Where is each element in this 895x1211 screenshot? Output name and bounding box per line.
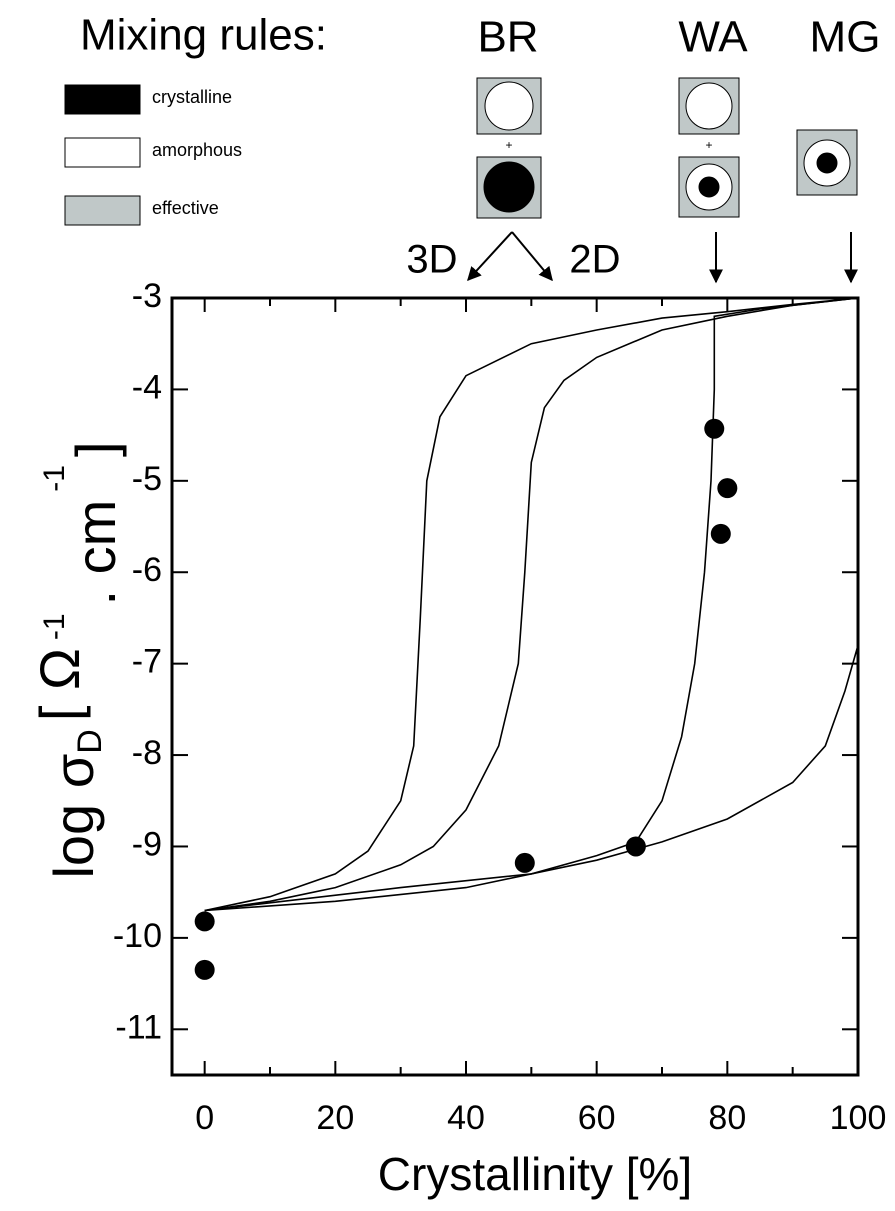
y-tick-label: -9 [132,825,162,863]
legend-label: effective [152,198,219,218]
y-tick-label: -11 [115,1008,162,1046]
line [204,297,859,912]
x-tick-label: 0 [195,1099,214,1137]
y-axis-label-part: ] [64,441,127,457]
data-point [194,911,215,932]
y-axis-label: log σD [ Ω -1 . cm -1] [28,441,127,878]
svg-text:+: + [505,138,512,152]
annotation: 2D [569,238,620,282]
y-tick-label: -8 [132,734,162,772]
line [204,297,859,912]
legend-label: amorphous [152,140,242,160]
annotation: MG [810,13,881,62]
y-tick-label: -10 [113,917,162,955]
x-tick-label: 100 [830,1099,887,1137]
svg-text:+: + [705,138,712,152]
y-tick-label: -5 [132,460,162,498]
y-tick-label: -7 [132,643,162,681]
y-axis-label-part: -1 [38,465,71,492]
legend-swatch [64,137,141,168]
y-axis-label-part: log σ [42,754,105,879]
y-axis-label-part: [ Ω [28,648,91,721]
data-point [710,523,731,544]
y-tick-label: -3 [132,277,162,315]
data-point [514,852,535,873]
annotation: 3D [406,238,457,282]
legend-swatch [64,84,141,115]
x-axis-label: Crystallinity [%] [378,1148,692,1200]
data-point [625,836,646,857]
chart-title: Mixing rules: [80,11,327,60]
x-tick-label: 80 [708,1099,746,1137]
x-tick-label: 40 [447,1099,485,1137]
x-tick-label: 60 [578,1099,616,1137]
line [204,645,859,912]
legend-label: crystalline [152,87,232,107]
arrows [467,231,858,284]
y-axis-label-part: . cm [64,500,127,606]
data-point [704,418,725,439]
annotation: BR [477,13,538,62]
x-tick-label: 20 [316,1099,354,1137]
icons: + + [476,77,858,219]
data-point [194,959,215,980]
y-tick-label: -4 [132,368,162,406]
plot-frame [170,296,860,1077]
legend-swatch [64,195,141,226]
y-axis-label-part: -1 [38,613,71,640]
y-axis-label-part: D [71,729,109,754]
y-tick-label: -6 [132,551,162,589]
data-point [717,478,738,499]
annotation: WA [678,13,748,62]
line [204,297,859,912]
